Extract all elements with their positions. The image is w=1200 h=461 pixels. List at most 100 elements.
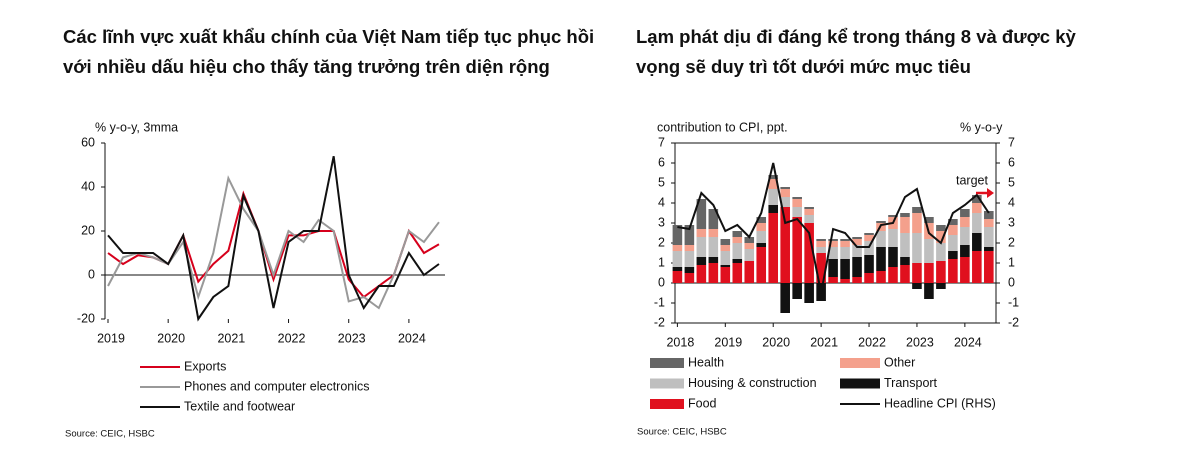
bar-segment xyxy=(708,257,719,263)
bar-segment xyxy=(936,261,946,283)
bar-segment xyxy=(900,265,910,283)
bar-segment xyxy=(972,233,982,251)
bar-segment xyxy=(756,223,767,231)
y-tick-label: 5 xyxy=(658,175,665,189)
bar-segment xyxy=(684,267,695,273)
series-line xyxy=(677,162,990,294)
bar-segment xyxy=(960,209,970,217)
y2-axis-label: % y-o-y xyxy=(960,120,1003,134)
x-tick-label: 2021 xyxy=(217,331,245,345)
y-axis-label: % y-o-y, 3mma xyxy=(95,120,178,134)
bar-segment xyxy=(828,239,838,241)
legend-swatch xyxy=(650,358,684,368)
y-tick-label: 3 xyxy=(658,215,665,229)
bar-segment xyxy=(708,237,719,257)
bar-segment xyxy=(900,233,910,257)
legend-label: Food xyxy=(688,396,717,410)
bar-segment xyxy=(804,209,814,215)
bar-segment xyxy=(852,257,862,277)
bar-segment xyxy=(792,207,802,217)
y2-tick-label: 7 xyxy=(1008,135,1015,149)
bar-segment xyxy=(948,235,958,251)
bar-segment xyxy=(984,251,994,283)
bar-segment xyxy=(768,213,779,283)
bar-segment xyxy=(780,189,790,197)
chart-title: Các lĩnh vực xuất khẩu chính của Việt Na… xyxy=(63,26,595,77)
bar-segment xyxy=(876,271,886,283)
legend-swatch xyxy=(650,399,684,409)
x-tick-label: 2019 xyxy=(714,335,742,349)
bar-segment xyxy=(948,259,958,283)
bar-segment xyxy=(960,217,970,227)
bar-segment xyxy=(840,241,850,247)
annotation-arrowhead xyxy=(987,188,994,198)
bar-segment xyxy=(816,239,826,241)
bar-segment xyxy=(672,271,683,283)
y-tick-label: 0 xyxy=(658,275,665,289)
y2-tick-label: -1 xyxy=(1008,295,1019,309)
bar-segment xyxy=(984,211,994,219)
x-tick-label: 2020 xyxy=(157,331,185,345)
bar-segment xyxy=(840,259,850,279)
bar-segment xyxy=(984,247,994,251)
y-axis-label: contribution to CPI, ppt. xyxy=(657,120,788,134)
source: Source: CEIC, HSBC xyxy=(65,429,155,440)
bar-segment xyxy=(816,253,826,283)
bar-segment xyxy=(672,225,683,245)
bar-segment xyxy=(780,197,790,207)
bar-segment xyxy=(744,237,755,243)
bar-segment xyxy=(756,247,767,283)
bar-segment xyxy=(960,245,970,257)
bar-segment xyxy=(888,215,898,217)
bar-segment xyxy=(732,243,743,259)
y-tick-label: 6 xyxy=(658,155,665,169)
y2-tick-label: 1 xyxy=(1008,255,1015,269)
source: Source: CEIC, HSBC xyxy=(637,427,727,438)
bar-segment xyxy=(816,247,826,253)
bar-segment xyxy=(912,233,922,263)
bar-segment xyxy=(936,231,946,243)
bar-segment xyxy=(912,207,922,213)
bar-segment xyxy=(912,213,922,233)
bar-segment xyxy=(900,257,910,265)
plot-frame xyxy=(674,142,997,324)
bar-segment xyxy=(936,283,946,289)
bar-segment xyxy=(732,263,743,283)
bar-segment xyxy=(852,277,862,283)
bar-segment xyxy=(684,225,695,245)
x-tick-label: 2022 xyxy=(278,331,306,345)
bar-segment xyxy=(708,209,719,229)
bar-segment xyxy=(732,259,743,263)
bar-segment xyxy=(756,231,767,243)
y-tick-label: 40 xyxy=(81,179,95,193)
x-tick-label: 2022 xyxy=(858,335,886,349)
bar-segment xyxy=(684,273,695,283)
x-tick-label: 2023 xyxy=(906,335,934,349)
bar-segment xyxy=(828,277,838,283)
legend-label: Transport xyxy=(884,376,938,390)
y-tick-label: 0 xyxy=(88,267,95,281)
x-tick-label: 2024 xyxy=(954,335,982,349)
bar-segment xyxy=(948,251,958,259)
bar-segment xyxy=(876,221,886,223)
bar-segment xyxy=(792,217,802,283)
bar-segment xyxy=(780,283,790,313)
bar-segment xyxy=(924,263,934,283)
bar-segment xyxy=(840,239,850,241)
bar-segment xyxy=(732,237,743,243)
bar-segment xyxy=(744,243,755,249)
x-tick-label: 2020 xyxy=(762,335,790,349)
bar-segment xyxy=(732,231,743,237)
bar-segment xyxy=(672,245,683,251)
bar-segment xyxy=(948,219,958,225)
bar-segment xyxy=(936,225,946,231)
y2-tick-label: -2 xyxy=(1008,315,1019,329)
y2-tick-label: 2 xyxy=(1008,235,1015,249)
bar-segment xyxy=(852,237,862,239)
bar-segment xyxy=(876,231,886,247)
bar-segment xyxy=(696,199,707,229)
bar-segment xyxy=(804,223,814,283)
bar-segment xyxy=(768,189,779,205)
bar-segment xyxy=(864,233,874,235)
